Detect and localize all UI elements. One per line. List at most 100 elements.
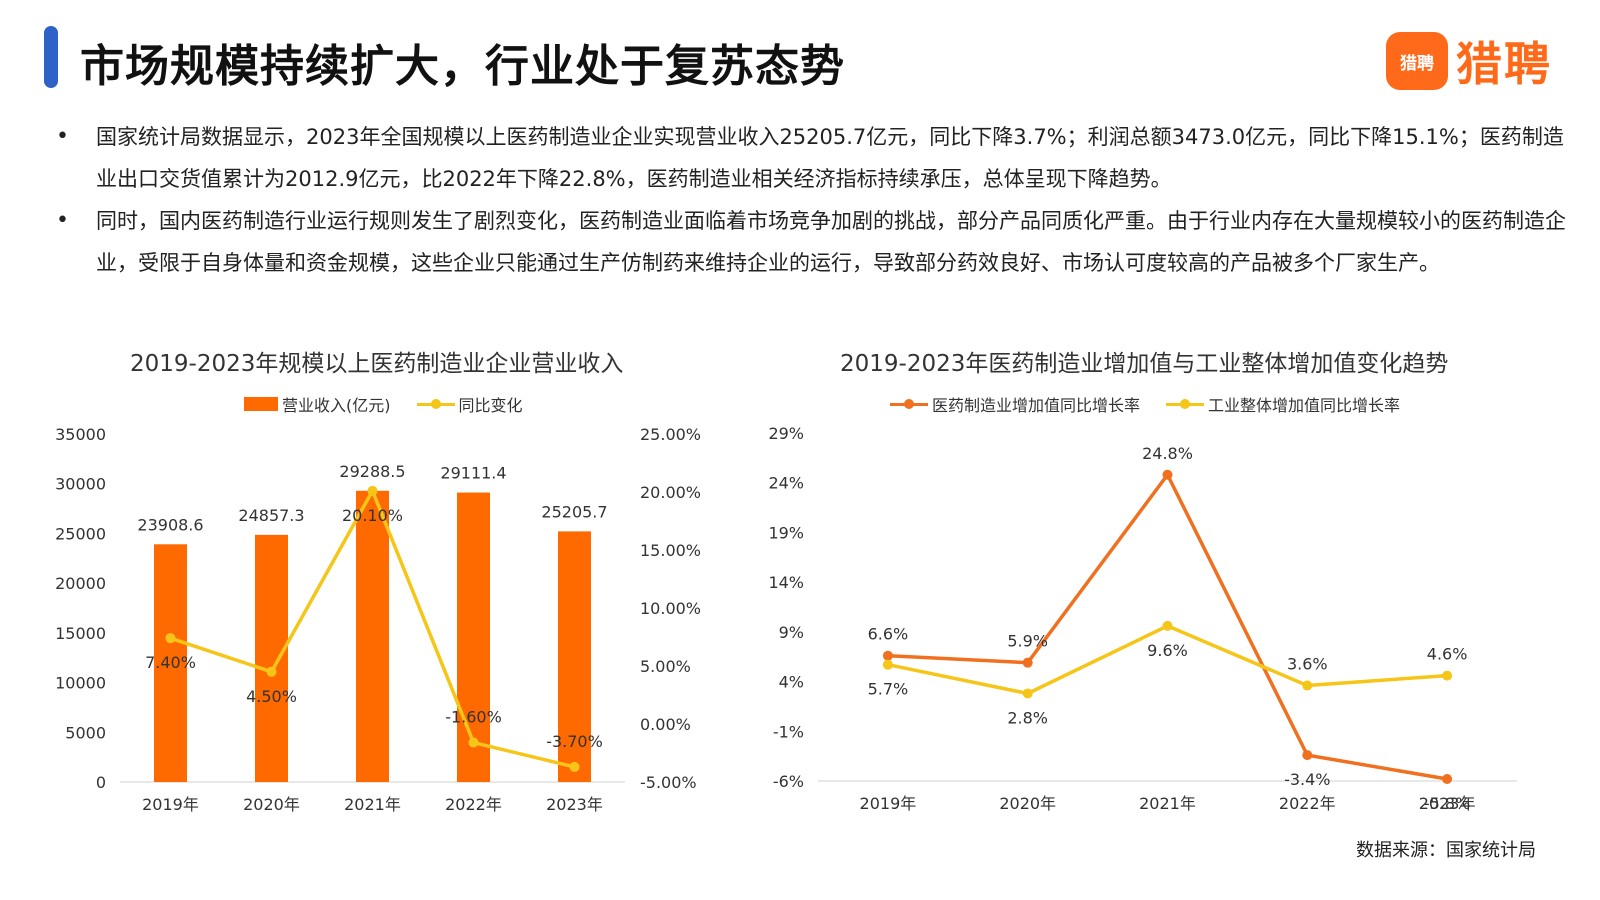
bullet-dot-icon: • <box>56 208 69 233</box>
chart2-y-tick: 29% <box>768 424 804 443</box>
chart2-y-tick: 19% <box>768 523 804 542</box>
chart2-series-label: 4.6% <box>1427 645 1468 664</box>
chart2-series-point <box>1162 469 1173 480</box>
chart2-series-point <box>1442 774 1453 785</box>
bar-swatch-icon <box>244 397 278 411</box>
legend-label: 同比变化 <box>458 396 523 415</box>
chart1-x-tick: 2020年 <box>243 795 300 814</box>
chart1-y-right-tick: 10.00% <box>640 599 701 618</box>
chart2-series-label: 5.9% <box>1007 632 1048 651</box>
chart1-bar-label: 29111.4 <box>440 464 506 483</box>
chart1-bar <box>558 531 591 782</box>
chart1-yoy-label: 20.10% <box>342 506 403 525</box>
chart2-legend-item-industry: 工业整体增加值同比增长率 <box>1166 392 1400 416</box>
chart2-title: 2019-2023年医药制造业增加值与工业整体增加值变化趋势 <box>840 351 1449 377</box>
chart2-series-label: -5.8% <box>1424 794 1470 813</box>
logo-text: 猎聘 <box>1456 37 1552 91</box>
chart1-bar-label: 24857.3 <box>238 506 304 525</box>
chart1-title: 2019-2023年规模以上医药制造业企业营业收入 <box>130 351 624 377</box>
bullet-item: • 国家统计局数据显示，2023年全国规模以上医药制造业企业实现营业收入2520… <box>56 116 1566 200</box>
page-title: 市场规模持续扩大，行业处于复苏态势 <box>80 41 845 92</box>
chart1-y-right-tick: -5.00% <box>640 773 697 792</box>
chart2-series-label: 6.6% <box>868 625 909 644</box>
line-swatch-icon <box>890 397 928 411</box>
chart2-x-tick: 2022年 <box>1279 794 1336 813</box>
data-source-note: 数据来源：国家统计局 <box>1356 840 1536 861</box>
chart1-y-right-tick: 15.00% <box>640 541 701 560</box>
chart1-bar <box>356 490 389 782</box>
bullet-text: 国家统计局数据显示，2023年全国规模以上医药制造业企业实现营业收入25205.… <box>96 125 1564 191</box>
chart1-bar-label: 23908.6 <box>137 515 203 534</box>
line-swatch-icon <box>1166 397 1205 411</box>
chart2-plot: 29% 24% 19% 14% 9% 4% -1% -6% 2019年 2020年 2021年 202… <box>768 424 1517 813</box>
bullet-item: • 同时，国内医药制造行业运行规则发生了剧烈变化，医药制造业面临着市场竞争加剧的… <box>56 200 1566 284</box>
bullet-list: • 国家统计局数据显示，2023年全国规模以上医药制造业企业实现营业收入2520… <box>56 116 1566 284</box>
chart1-bar <box>154 544 187 782</box>
chart2-y-tick: 24% <box>768 474 804 493</box>
chart1-y-left-tick: 10000 <box>55 674 106 693</box>
legend-label: 营业收入(亿元) <box>282 396 391 415</box>
chart2-x-tick: 2023年 <box>1419 794 1476 813</box>
chart2-y-tick: 4% <box>779 673 804 692</box>
liepin-logo: 猎聘 猎聘 <box>1386 28 1552 94</box>
bullet-dot-icon: • <box>56 124 69 149</box>
chart2-series-point <box>1162 620 1173 631</box>
chart2-x-tick: 2019年 <box>860 794 917 813</box>
chart1-y-left-tick: 15000 <box>55 624 106 643</box>
chart1-y-right-tick: 25.00% <box>640 425 701 444</box>
chart2-legend: 医药制造业增加值同比增长率 工业整体增加值同比增长率 <box>890 392 1426 416</box>
bullet-text: 同时，国内医药制造行业运行规则发生了剧烈变化，医药制造业面临着市场竞争加剧的挑战… <box>96 209 1566 275</box>
chart2-series-label: 3.6% <box>1287 655 1328 674</box>
chart1-x-tick: 2022年 <box>445 795 502 814</box>
chart2-y-tick: 14% <box>768 573 804 592</box>
chart1-legend-item-revenue: 营业收入(亿元) <box>244 392 391 416</box>
title-accent-bar <box>44 26 58 88</box>
chart2-x-tick: 2021年 <box>1139 794 1196 813</box>
chart1-legend-item-yoy: 同比变化 <box>416 392 523 416</box>
chart1-yoy-label: 4.50% <box>246 687 297 706</box>
chart2-series-point <box>882 659 893 670</box>
chart2-series-label: 5.7% <box>868 680 909 699</box>
chart1-yoy-point <box>569 761 580 772</box>
chart1-yoy-label: -1.60% <box>445 708 502 727</box>
chart1-x-tick: 2021年 <box>344 795 401 814</box>
chart1-legend: 营业收入(亿元) 同比变化 <box>244 392 549 416</box>
chart1-y-right-tick: 0.00% <box>640 715 691 734</box>
chart1-y-left-tick: 30000 <box>55 475 106 494</box>
chart2-series-point <box>1302 750 1313 761</box>
chart2-series-point <box>882 650 893 661</box>
chart1-bar <box>457 492 490 782</box>
chart1-plot: 35000 30000 25000 20000 15000 10000 5000 0 25.00… <box>55 425 701 814</box>
chart1-yoy-point <box>165 633 176 644</box>
chart1-yoy-label: -3.70% <box>546 732 603 751</box>
chart2-legend-item-pharma: 医药制造业增加值同比增长率 <box>890 392 1140 416</box>
chart2-y-tick: -6% <box>773 772 804 791</box>
chart2-series-point <box>1022 688 1033 699</box>
chart1-yoy-point <box>367 485 378 496</box>
chart1-x-tick: 2023年 <box>546 795 603 814</box>
chart2-series-point <box>1022 657 1033 668</box>
chart1-y-left-tick: 5000 <box>65 723 106 742</box>
legend-label: 医药制造业增加值同比增长率 <box>932 396 1141 415</box>
chart2-y-tick: -1% <box>773 722 804 741</box>
chart1-bar-label: 25205.7 <box>541 502 607 521</box>
logo-box: 猎聘 <box>1386 32 1448 90</box>
chart1-y-left-tick: 20000 <box>55 574 106 593</box>
chart1-y-left-tick: 0 <box>96 773 106 792</box>
chart1-yoy-point <box>266 666 277 677</box>
line-swatch-icon <box>416 397 455 411</box>
chart1-y-right-tick: 20.00% <box>640 483 701 502</box>
chart1-y-left-tick: 35000 <box>55 425 106 444</box>
chart2-y-tick: 9% <box>779 623 804 642</box>
legend-label: 工业整体增加值同比增长率 <box>1208 396 1401 415</box>
chart1-y-left-tick: 25000 <box>55 524 106 543</box>
chart2-series-point <box>1442 670 1453 681</box>
chart2-series-label: 24.8% <box>1142 444 1193 463</box>
chart2-series-label: 9.6% <box>1147 641 1188 660</box>
chart2-x-tick: 2020年 <box>999 794 1056 813</box>
chart1-x-tick: 2019年 <box>142 795 199 814</box>
chart1-y-right-tick: 5.00% <box>640 657 691 676</box>
chart2-series-label: -3.4% <box>1284 770 1330 789</box>
chart1-bar-label: 29288.5 <box>339 462 405 481</box>
chart1-yoy-point <box>468 737 479 748</box>
